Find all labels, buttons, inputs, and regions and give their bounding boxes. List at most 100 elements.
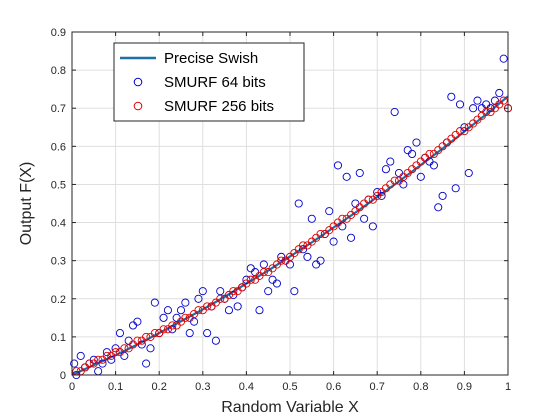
data-point-series-1 — [416, 172, 425, 181]
legend-label-smurf-256: SMURF 256 bits — [164, 98, 274, 115]
data-point-series-1 — [434, 203, 443, 212]
data-point-series-2 — [455, 127, 465, 136]
y-tick-label: 0.9 — [51, 27, 66, 39]
data-point-series-1 — [233, 302, 242, 311]
data-point-series-2 — [120, 344, 129, 353]
data-point-series-1 — [447, 92, 456, 101]
data-point-series-1 — [355, 168, 364, 178]
data-point-series-1 — [455, 100, 465, 109]
data-point-series-1 — [346, 233, 356, 242]
data-point-series-1 — [381, 165, 390, 174]
y-tick-label: 0.4 — [51, 218, 66, 230]
x-tick-label: 0.4 — [239, 381, 254, 393]
x-tick-label: 0 — [69, 381, 75, 393]
data-point-series-2 — [259, 268, 268, 277]
data-point-series-1 — [133, 317, 142, 326]
data-point-series-1 — [198, 287, 207, 296]
data-point-series-1 — [307, 214, 316, 223]
y-tick-label: 0.6 — [51, 141, 66, 153]
x-tick-label: 0.2 — [152, 381, 167, 393]
data-point-series-2 — [94, 355, 103, 364]
data-point-series-1 — [203, 329, 212, 338]
data-point-series-2 — [499, 96, 508, 105]
data-point-series-2 — [102, 351, 111, 360]
legend-label-smurf-64: SMURF 64 bits — [164, 74, 266, 91]
data-point-series-2 — [216, 294, 225, 303]
data-point-series-2 — [150, 329, 159, 338]
data-point-series-2 — [338, 214, 347, 223]
y-tick-label: 0.7 — [51, 103, 66, 115]
data-point-series-1 — [451, 184, 460, 193]
legend-swatch-smurf-64 — [133, 77, 143, 87]
data-point-series-1 — [290, 287, 299, 296]
data-point-series-1 — [115, 329, 125, 338]
data-point-series-1 — [390, 107, 399, 117]
data-point-series-1 — [146, 344, 155, 353]
data-point-series-1 — [329, 237, 338, 246]
data-point-series-1 — [495, 88, 504, 98]
y-tick-label: 0.5 — [51, 179, 66, 191]
data-point-series-2 — [194, 306, 203, 315]
x-tick-label: 0.7 — [370, 381, 385, 393]
y-tick-label: 0.8 — [51, 65, 66, 77]
data-point-series-2 — [142, 332, 151, 341]
data-point-series-1 — [242, 275, 251, 284]
data-point-series-1 — [211, 336, 220, 345]
data-point-series-1 — [185, 329, 194, 338]
data-point-series-1 — [342, 172, 351, 181]
data-point-series-2 — [168, 321, 177, 330]
data-point-series-1 — [429, 161, 438, 170]
data-point-series-1 — [163, 306, 172, 315]
data-point-series-1 — [294, 199, 303, 208]
data-point-series-1 — [150, 298, 159, 307]
data-point-series-2 — [133, 336, 142, 345]
data-point-series-1 — [264, 287, 273, 296]
y-tick-label: 0.2 — [51, 294, 66, 306]
data-point-series-2 — [229, 287, 238, 296]
data-point-series-2 — [111, 348, 120, 357]
data-point-series-2 — [246, 275, 255, 284]
series-line-precise-swish — [71, 95, 509, 377]
data-point-series-1 — [499, 54, 508, 63]
data-point-series-1 — [255, 306, 264, 315]
legend-label-precise-swish: Precise Swish — [164, 50, 258, 67]
data-point-series-2 — [277, 256, 286, 265]
data-point-series-1 — [386, 157, 395, 166]
data-point-series-1 — [368, 222, 377, 231]
data-point-series-2 — [299, 241, 308, 250]
data-point-series-2 — [364, 195, 373, 204]
data-point-series-1 — [181, 298, 190, 307]
data-point-series-1 — [377, 191, 386, 200]
legend: Precise Swish SMURF 64 bits SMURF 256 bi… — [113, 42, 305, 122]
data-point-series-1 — [76, 351, 85, 360]
y-axis-label: Output F(X) — [18, 162, 35, 246]
data-point-series-2 — [390, 176, 399, 185]
data-point-series-1 — [473, 96, 482, 105]
data-point-series-2 — [85, 359, 94, 368]
x-tick-label: 0.9 — [457, 381, 472, 393]
x-tick-label: 0.1 — [108, 381, 123, 393]
data-point-series-1 — [325, 207, 334, 216]
legend-swatch-smurf-256 — [133, 101, 143, 111]
data-point-series-1 — [70, 359, 79, 368]
data-point-series-1 — [224, 306, 234, 315]
x-tick-label: 0.5 — [282, 381, 297, 393]
data-point-series-2 — [159, 325, 168, 334]
data-point-series-1 — [303, 252, 312, 261]
x-tick-label: 0.3 — [195, 381, 210, 393]
data-point-series-2 — [482, 107, 491, 117]
x-tick-label: 1 — [505, 381, 511, 393]
data-point-series-2 — [181, 313, 190, 322]
data-point-series-1 — [412, 138, 421, 147]
data-point-series-1 — [408, 149, 417, 159]
data-point-series-2 — [316, 229, 325, 239]
data-point-series-1 — [316, 256, 325, 265]
data-point-series-1 — [272, 279, 281, 288]
data-point-series-1 — [464, 168, 473, 178]
legend-box — [113, 42, 305, 122]
plot-area — [70, 54, 513, 380]
data-point-series-2 — [425, 149, 434, 159]
axes: 0 0.1 0.2 0.3 0.4 0.5 0.6 0.7 0.8 0.9 1 0 0.1 0.2 0.3 0… — [51, 27, 511, 393]
x-axis-label: Random Variable X — [221, 399, 359, 416]
